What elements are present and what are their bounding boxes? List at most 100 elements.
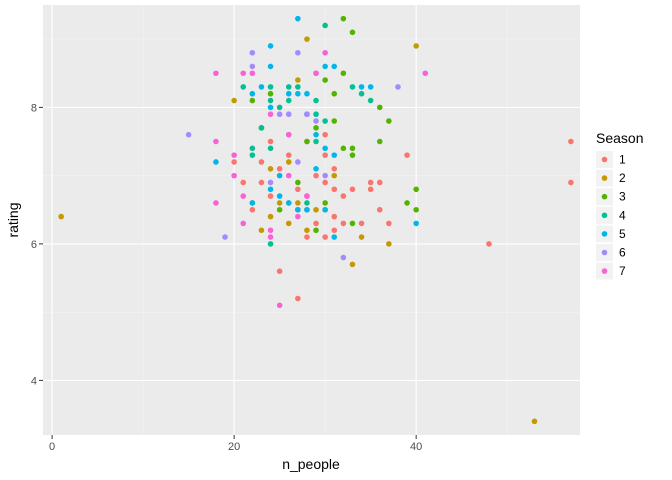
- plot-panel: [43, 5, 580, 435]
- data-point-season-1: [331, 227, 338, 234]
- data-point-season-3: [376, 138, 383, 145]
- data-point-season-1: [486, 241, 492, 247]
- data-point-season-5: [313, 166, 319, 172]
- data-point-season-1: [568, 179, 574, 186]
- data-point-season-2: [285, 159, 292, 165]
- data-point-season-1: [331, 213, 338, 220]
- grid-minor: [43, 5, 580, 435]
- data-point-season-7: [267, 227, 274, 234]
- data-point-season-6: [267, 179, 274, 186]
- data-point-season-2: [531, 418, 538, 425]
- data-point-season-1: [313, 172, 319, 179]
- data-point-season-1: [258, 179, 265, 186]
- data-point-season-1: [240, 179, 247, 186]
- data-point-season-4: [240, 84, 247, 90]
- data-point-season-6: [249, 63, 256, 70]
- data-point-season-3: [331, 90, 338, 97]
- data-point-season-6: [304, 111, 310, 118]
- data-point-season-3: [404, 200, 410, 206]
- data-point-season-3: [413, 186, 419, 193]
- data-point-season-1: [295, 295, 301, 302]
- data-point-season-4: [285, 97, 292, 104]
- data-point-season-5: [304, 90, 310, 97]
- data-point-season-3: [322, 77, 328, 83]
- legend-label-season-7: 7: [619, 264, 626, 278]
- data-point-season-7: [304, 193, 310, 199]
- data-point-season-3: [376, 104, 383, 111]
- legend-label-season-3: 3: [619, 190, 626, 204]
- data-point-season-3: [340, 70, 347, 77]
- data-point-season-1: [331, 186, 338, 193]
- x-axis: 0 20 40: [49, 435, 422, 453]
- data-point-season-4: [313, 97, 319, 104]
- data-point-season-4: [304, 200, 310, 206]
- data-point-season-2: [231, 97, 237, 104]
- data-point-season-3: [313, 227, 319, 234]
- data-point-season-6: [285, 111, 292, 118]
- data-point-season-7: [267, 111, 274, 118]
- y-axis-title: rating: [5, 202, 21, 237]
- data-point-season-4: [276, 104, 283, 111]
- x-tick-label: 40: [410, 441, 422, 453]
- legend-swatch-season-6: [601, 249, 608, 256]
- data-point-season-2: [258, 227, 265, 234]
- data-point-season-4: [249, 145, 256, 152]
- grid-major: [43, 5, 580, 435]
- data-point-season-5: [267, 43, 274, 49]
- data-point-season-2: [267, 166, 274, 172]
- data-point-season-1: [304, 234, 310, 240]
- data-point-season-2: [295, 77, 301, 83]
- data-point-season-1: [376, 179, 383, 186]
- data-point-season-4: [285, 84, 292, 90]
- data-point-season-1: [276, 268, 283, 274]
- data-point-season-3: [304, 138, 310, 145]
- legend-swatch-season-5: [601, 231, 608, 237]
- data-point-season-1: [568, 138, 574, 145]
- data-point-season-5: [367, 84, 374, 90]
- data-point-season-3: [340, 145, 347, 152]
- data-point-season-6: [276, 111, 283, 118]
- data-point-season-7: [322, 49, 328, 56]
- data-point-season-4: [313, 138, 319, 145]
- data-point-season-4: [258, 125, 265, 131]
- data-point-season-6: [249, 49, 256, 56]
- data-point-season-5: [295, 15, 301, 22]
- x-tick-label: 20: [228, 441, 240, 453]
- data-point-season-4: [295, 84, 301, 90]
- data-point-season-5: [276, 193, 283, 199]
- legend-title: Season: [596, 130, 643, 146]
- data-point-season-2: [413, 43, 419, 49]
- data-point-season-1: [267, 193, 274, 199]
- data-point-season-1: [376, 206, 383, 213]
- data-point-season-3: [295, 179, 301, 186]
- data-point-season-6: [395, 84, 401, 90]
- data-point-season-7: [240, 220, 247, 227]
- data-point-season-3: [331, 118, 338, 124]
- data-point-season-2: [285, 220, 292, 227]
- data-point-season-2: [349, 261, 356, 268]
- data-point-season-2: [304, 36, 310, 42]
- data-point-season-7: [240, 193, 247, 199]
- data-point-season-1: [358, 220, 365, 227]
- data-point-season-1: [295, 186, 301, 193]
- data-point-season-7: [285, 172, 292, 179]
- data-point-season-7: [213, 200, 219, 206]
- data-point-season-1: [249, 206, 256, 213]
- data-point-season-5: [285, 90, 292, 97]
- data-point-season-2: [313, 206, 319, 213]
- data-point-season-7: [295, 213, 301, 220]
- legend-label-season-5: 5: [619, 227, 626, 241]
- data-point-season-3: [349, 220, 356, 227]
- data-point-season-7: [231, 152, 237, 158]
- data-point-season-4: [267, 97, 274, 104]
- data-point-season-7: [240, 70, 247, 77]
- legend-label-season-2: 2: [619, 171, 626, 185]
- data-point-season-3: [313, 125, 319, 131]
- data-point-season-5: [313, 131, 319, 138]
- data-point-season-1: [340, 193, 347, 199]
- data-point-season-5: [267, 186, 274, 193]
- data-point-season-1: [367, 179, 374, 186]
- data-point-season-5: [304, 206, 310, 213]
- data-point-season-5: [331, 63, 338, 70]
